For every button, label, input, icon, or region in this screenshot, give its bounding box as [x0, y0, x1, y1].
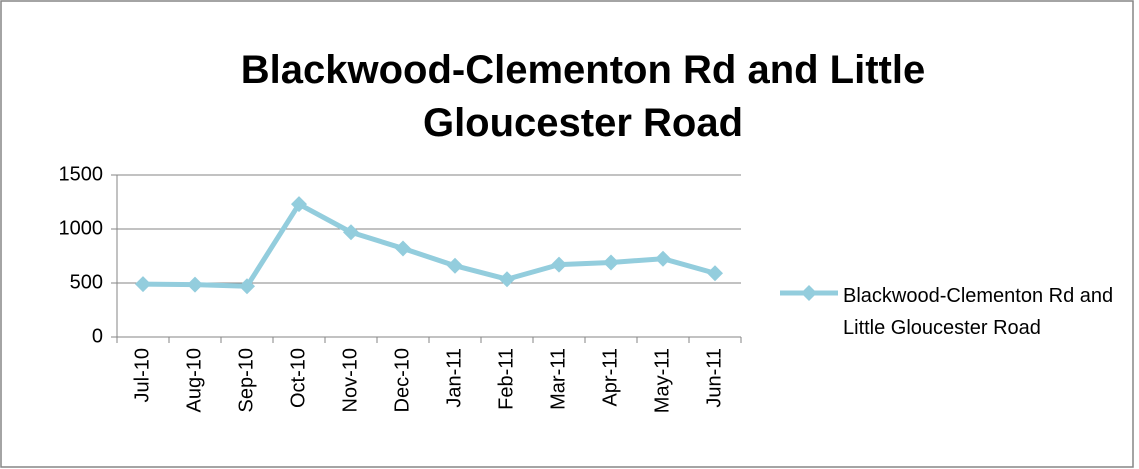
x-tick-label: Dec-10 [391, 348, 413, 412]
data-point [343, 224, 359, 241]
data-point [707, 265, 723, 282]
y-tick-label: 0 [92, 325, 103, 347]
data-point [239, 278, 255, 295]
x-tick-label: Feb-11 [495, 348, 517, 410]
y-tick-label: 1000 [59, 217, 104, 239]
data-point [291, 196, 307, 213]
data-point [551, 256, 567, 273]
data-point [135, 276, 151, 293]
data-point [603, 254, 619, 271]
data-point [395, 240, 411, 257]
x-tick-label: Apr-11 [599, 348, 621, 407]
y-tick-label: 500 [70, 271, 103, 293]
data-point [447, 257, 463, 274]
data-point [655, 250, 671, 267]
x-tick-label: Jul-10 [131, 348, 153, 402]
x-tick-label: Aug-10 [183, 348, 205, 413]
x-tick-label: Jan-11 [443, 348, 465, 408]
x-tick-label: Sep-10 [235, 348, 257, 413]
data-point [499, 271, 515, 288]
x-tick-label: May-11 [651, 348, 673, 413]
x-tick-label: Jun-11 [703, 348, 725, 408]
data-point [187, 276, 203, 293]
x-tick-label: Oct-10 [287, 348, 309, 408]
x-tick-label: Nov-10 [339, 348, 361, 412]
chart-title: Blackwood-Clementon Rd and Little Glouce… [240, 48, 926, 145]
legend-marker [801, 285, 817, 301]
legend-label: Blackwood-Clementon Rd and Little Glouce… [843, 285, 1114, 339]
series-line [142, 201, 716, 289]
y-tick-label: 1500 [59, 163, 104, 185]
x-tick-label: Mar-11 [547, 348, 569, 410]
